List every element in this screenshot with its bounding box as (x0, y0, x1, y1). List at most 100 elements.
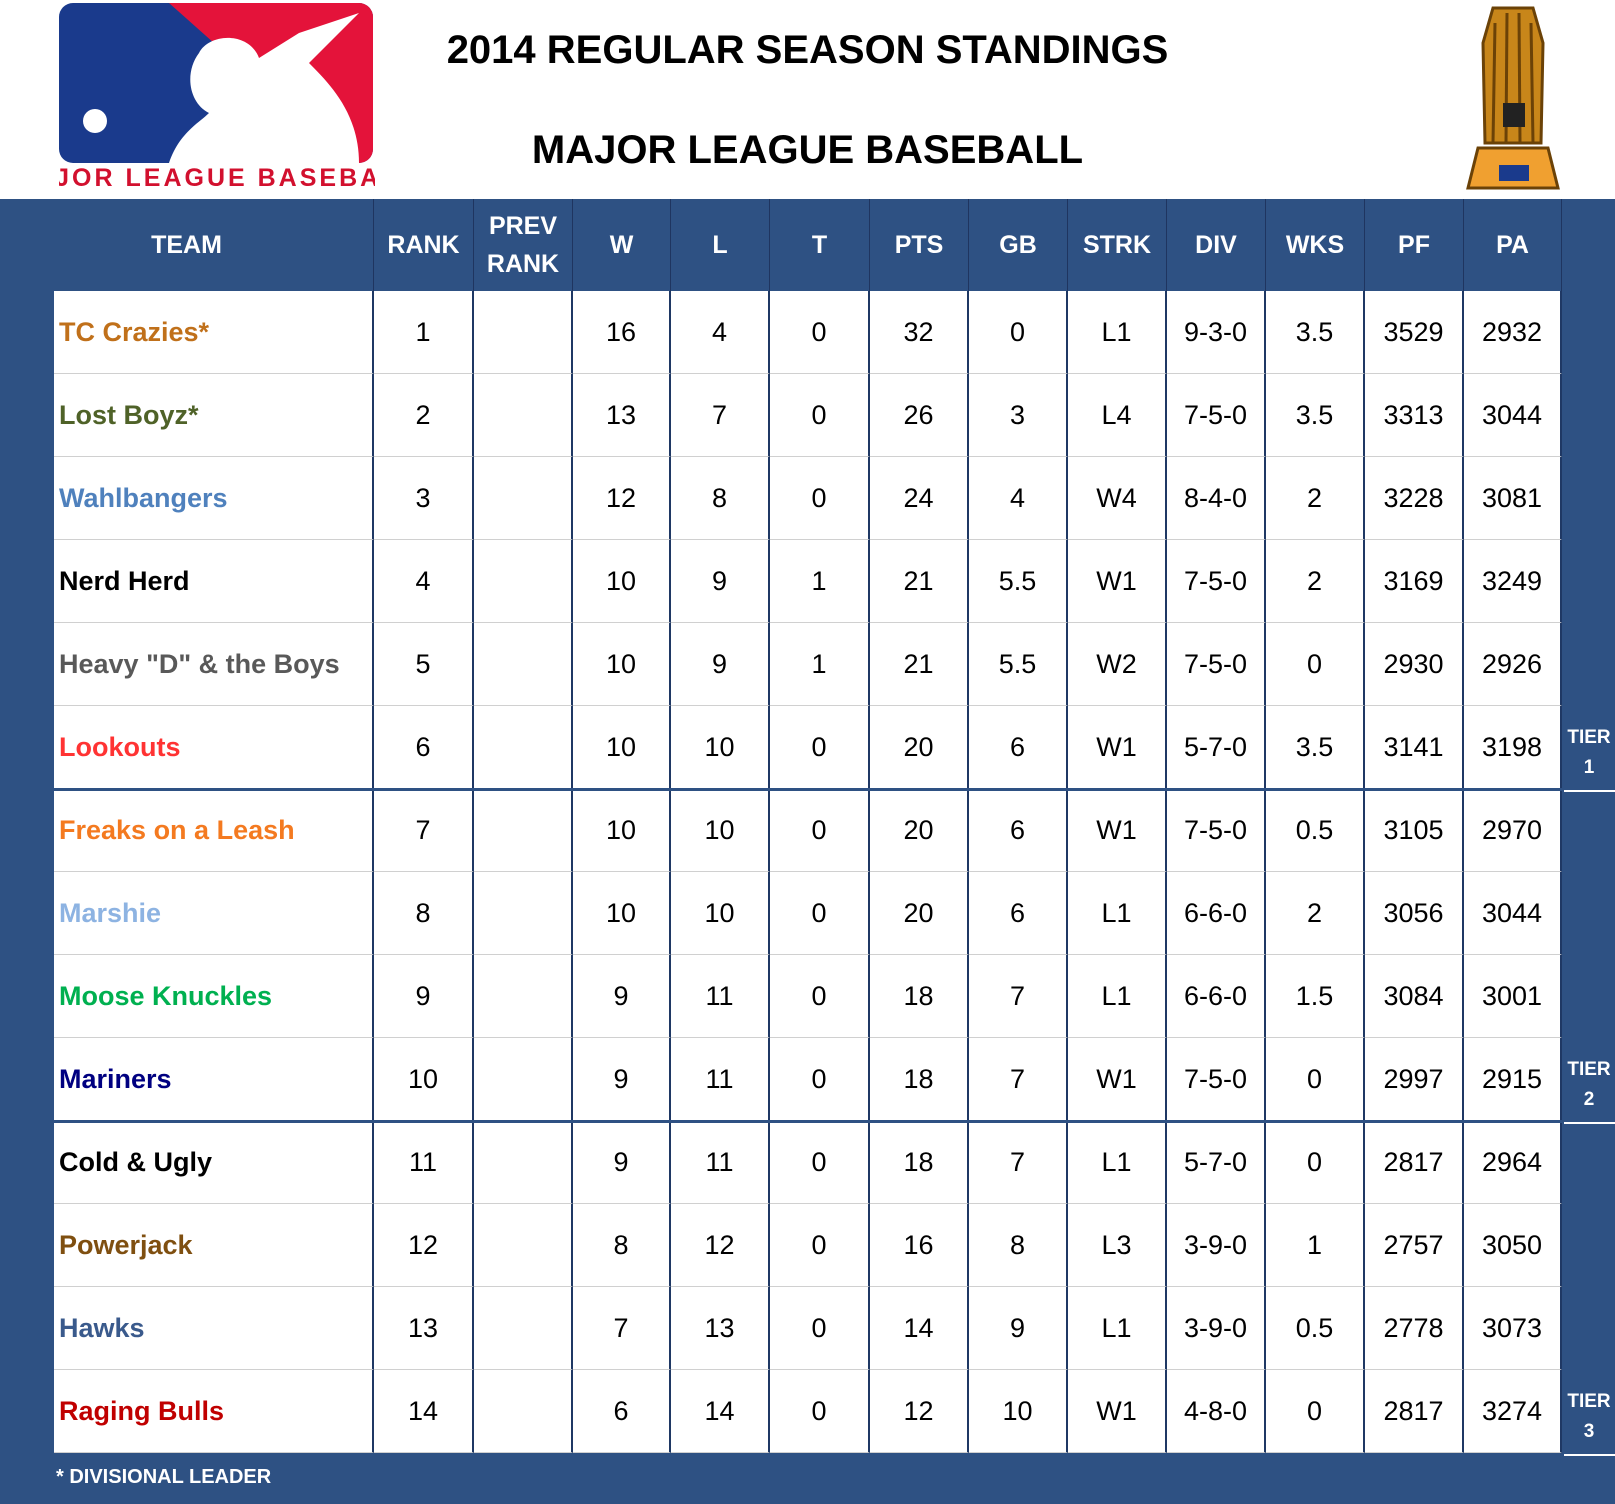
column-header: L (671, 199, 770, 291)
cell: 1 (770, 540, 870, 623)
cell: L1 (1068, 872, 1167, 955)
tier-line (1564, 790, 1615, 792)
cell: 5.5 (969, 540, 1068, 623)
cell: 9 (969, 1287, 1068, 1370)
cell: 2757 (1365, 1204, 1464, 1287)
cell: W4 (1068, 457, 1167, 540)
cell: 24 (870, 457, 969, 540)
cell: 10 (573, 623, 671, 706)
tier-label: TIER 1 (1567, 727, 1611, 778)
cell: 9 (374, 955, 474, 1038)
cell: 3044 (1464, 872, 1562, 955)
column-header: W (573, 199, 671, 291)
cell: 7 (374, 789, 474, 872)
cell: 3056 (1365, 872, 1464, 955)
cell: 3105 (1365, 789, 1464, 872)
cell: W1 (1068, 540, 1167, 623)
cell: 6 (969, 706, 1068, 789)
team-name: Lost Boyz* (54, 374, 374, 457)
cell: L1 (1068, 1121, 1167, 1204)
cell: 3084 (1365, 955, 1464, 1038)
cell: 3141 (1365, 706, 1464, 789)
cell: 0 (770, 789, 870, 872)
cell: 4 (671, 291, 770, 374)
cell: 10 (671, 872, 770, 955)
cell: 0 (770, 374, 870, 457)
column-header: T (770, 199, 870, 291)
cell: 3.5 (1266, 374, 1365, 457)
empty-cell (474, 1287, 573, 1370)
cell: 0 (770, 1038, 870, 1121)
cell: 0 (969, 291, 1068, 374)
cell: 2817 (1365, 1121, 1464, 1204)
tier-line (1564, 1122, 1615, 1124)
cell: 3 (969, 374, 1068, 457)
team-name: Hawks (54, 1287, 374, 1370)
cell: 26 (870, 374, 969, 457)
cell: 3073 (1464, 1287, 1562, 1370)
cell: 11 (374, 1121, 474, 1204)
cell: L3 (1068, 1204, 1167, 1287)
group-divider (54, 788, 1562, 791)
column-header: GB (969, 199, 1068, 291)
team-name: Wahlbangers (54, 457, 374, 540)
cell: 20 (870, 789, 969, 872)
cell: 18 (870, 1038, 969, 1121)
cell: 10 (969, 1370, 1068, 1453)
column-header: STRK (1068, 199, 1167, 291)
cell: 8 (374, 872, 474, 955)
cell: 2 (1266, 457, 1365, 540)
column-header: PF (1365, 199, 1464, 291)
cell: 2 (374, 374, 474, 457)
team-name: TC Crazies* (54, 291, 374, 374)
cell: 7 (969, 955, 1068, 1038)
cell: 0.5 (1266, 1287, 1365, 1370)
cell: 0 (1266, 1038, 1365, 1121)
cell: 5-7-0 (1167, 706, 1266, 789)
team-name: Raging Bulls (54, 1370, 374, 1453)
cell: 3.5 (1266, 291, 1365, 374)
cell: 7-5-0 (1167, 540, 1266, 623)
cell: 2778 (1365, 1287, 1464, 1370)
cell: 3529 (1365, 291, 1464, 374)
column-header: PTS (870, 199, 969, 291)
cell: 21 (870, 623, 969, 706)
cell: 3-9-0 (1167, 1204, 1266, 1287)
cell: 0 (770, 872, 870, 955)
cell: 13 (573, 374, 671, 457)
cell: 0 (770, 457, 870, 540)
cell: 3228 (1365, 457, 1464, 540)
cell: L4 (1068, 374, 1167, 457)
cell: 8-4-0 (1167, 457, 1266, 540)
column-header: RANK (374, 199, 474, 291)
cell: 2997 (1365, 1038, 1464, 1121)
cell: 3081 (1464, 457, 1562, 540)
cell: 2970 (1464, 789, 1562, 872)
cell: 9 (671, 540, 770, 623)
cell: 13 (374, 1287, 474, 1370)
cell: 12 (573, 457, 671, 540)
cell: 7-5-0 (1167, 1038, 1266, 1121)
cell: 0 (1266, 623, 1365, 706)
cell: 1 (1266, 1204, 1365, 1287)
cell: 10 (573, 872, 671, 955)
cell: 6 (969, 789, 1068, 872)
cell: 4 (374, 540, 474, 623)
cell: 1 (770, 623, 870, 706)
empty-cell (474, 872, 573, 955)
tier-line (1564, 1454, 1615, 1456)
cell: W1 (1068, 1038, 1167, 1121)
cell: 0 (1266, 1370, 1365, 1453)
team-name: Lookouts (54, 706, 374, 789)
cell: 3-9-0 (1167, 1287, 1266, 1370)
cell: 0.5 (1266, 789, 1365, 872)
cell: W1 (1068, 1370, 1167, 1453)
cell: 0 (770, 1204, 870, 1287)
cell: 5-7-0 (1167, 1121, 1266, 1204)
team-name: Heavy "D" & the Boys (54, 623, 374, 706)
cell: 2932 (1464, 291, 1562, 374)
subtitle: MAJOR LEAGUE BASEBALL (531, 128, 1084, 172)
empty-cell (474, 706, 573, 789)
cell: 11 (671, 955, 770, 1038)
cell: 7 (671, 374, 770, 457)
